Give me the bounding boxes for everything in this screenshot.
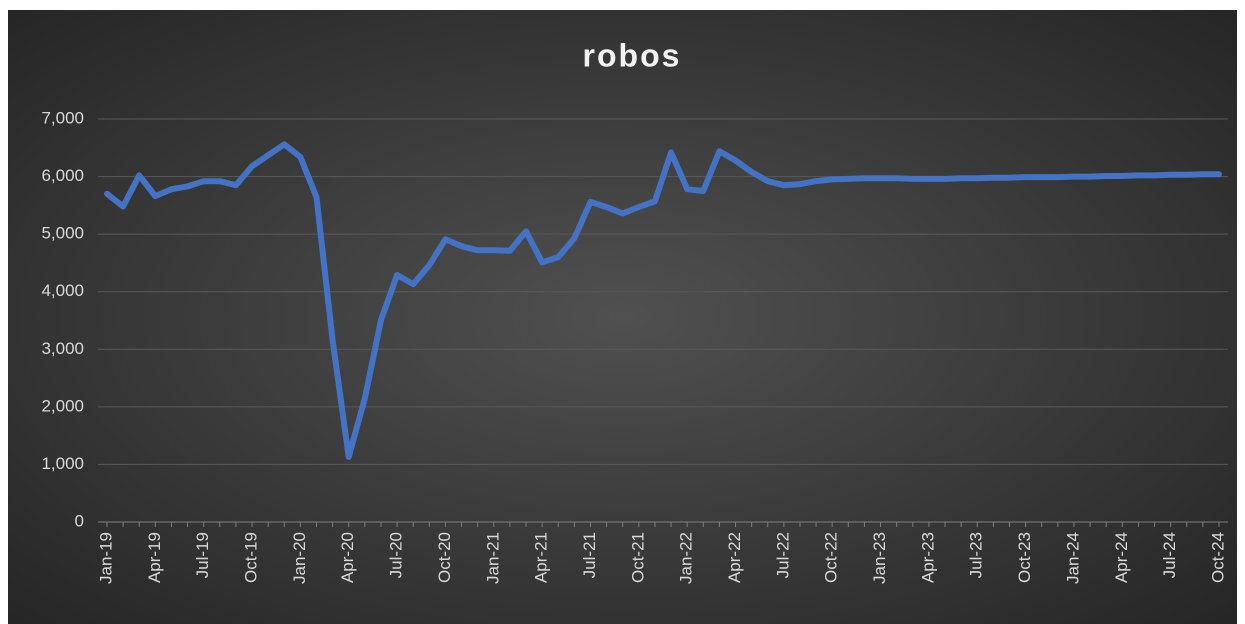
x-tick-label: Jul-24	[1160, 532, 1179, 578]
x-tick-label: Jul-22	[773, 532, 792, 578]
x-tick-label: Oct-20	[435, 532, 454, 583]
x-tick-label: Apr-22	[725, 532, 744, 583]
chart-title: robos	[583, 37, 682, 73]
x-tick-label: Jan-24	[1063, 532, 1082, 584]
x-tick-label: Oct-23	[1015, 532, 1034, 583]
x-tick-label: Apr-20	[338, 532, 357, 583]
x-tick-label: Jul-20	[387, 532, 406, 578]
x-tick-label: Oct-24	[1208, 532, 1227, 583]
x-tick-label: Jan-22	[677, 532, 696, 584]
x-tick-label: Oct-19	[242, 532, 261, 583]
y-tick-label: 5,000	[41, 224, 84, 243]
y-tick-label: 6,000	[41, 166, 84, 185]
y-tick-label: 4,000	[41, 281, 84, 300]
x-tick-label: Jan-23	[870, 532, 889, 584]
x-tick-label: Apr-19	[145, 532, 164, 583]
x-tick-label: Jan-20	[290, 532, 309, 584]
x-tick-label: Jan-21	[483, 532, 502, 584]
data-line	[104, 141, 1222, 460]
x-tick-label: Jan-19	[96, 532, 115, 584]
x-tick-label: Apr-23	[918, 532, 937, 583]
y-tick-label: 0	[75, 511, 84, 530]
x-tick-label: Jul-21	[580, 532, 599, 578]
y-tick-label: 2,000	[41, 396, 84, 415]
x-tick-label: Oct-22	[822, 532, 841, 583]
x-tick-label: Apr-21	[532, 532, 551, 583]
y-tick-label: 3,000	[41, 339, 84, 358]
x-tick-label: Jul-19	[193, 532, 212, 578]
x-tick-label: Oct-21	[628, 532, 647, 583]
x-tick-label: Apr-24	[1112, 532, 1131, 583]
y-tick-label: 1,000	[41, 454, 84, 473]
chart-background	[8, 10, 1237, 624]
x-tick-label: Jul-23	[967, 532, 986, 578]
y-tick-label: 7,000	[41, 108, 84, 127]
